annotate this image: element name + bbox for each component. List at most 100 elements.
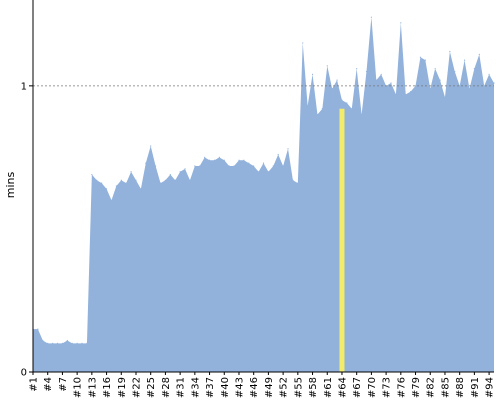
data-point-n86 — [449, 50, 451, 53]
data-point-n41 — [228, 165, 230, 167]
data-point-n53 — [287, 148, 289, 150]
data-point-n59 — [316, 113, 319, 116]
data-point-n40 — [223, 159, 225, 161]
x-tick-label: #94 — [485, 377, 496, 398]
data-point-n8 — [66, 339, 68, 342]
x-tick-label: #34 — [190, 377, 201, 398]
data-point-n78 — [410, 90, 412, 93]
data-point-n82 — [429, 88, 431, 90]
x-tick-label: #28 — [161, 377, 172, 398]
data-point-n33 — [189, 179, 191, 181]
data-point-n75 — [395, 93, 397, 96]
data-point-n49 — [267, 171, 269, 173]
x-tick-label: #16 — [102, 377, 113, 398]
data-point-n4 — [47, 342, 49, 344]
data-point-n60 — [321, 108, 323, 110]
data-point-n90 — [468, 88, 471, 90]
x-tick-label: #22 — [131, 377, 142, 398]
data-point-n77 — [405, 93, 407, 96]
y-tick-label: 0 — [21, 368, 27, 379]
data-point-n10 — [76, 342, 78, 344]
data-point-n34 — [194, 165, 196, 167]
x-tick-label: #76 — [396, 377, 407, 398]
data-point-n35 — [199, 165, 201, 167]
data-point-n65 — [346, 102, 348, 104]
data-point-n48 — [262, 162, 265, 164]
data-point-n42 — [233, 165, 235, 167]
y-axis-title: mins — [4, 171, 17, 198]
data-point-n47 — [258, 171, 260, 173]
x-tick-label: #40 — [220, 377, 231, 398]
data-point-n91 — [473, 68, 475, 70]
data-point-n68 — [360, 113, 363, 116]
highlight-bar — [339, 108, 345, 373]
data-point-n51 — [277, 153, 279, 156]
x-tick-label: #31 — [176, 377, 187, 398]
data-point-n30 — [174, 179, 176, 181]
data-point-n93 — [483, 85, 485, 87]
x-tick-label: #19 — [117, 377, 128, 398]
data-point-n22 — [135, 179, 137, 181]
x-tick-label: #58 — [308, 377, 319, 398]
data-point-n74 — [390, 82, 392, 84]
data-point-n79 — [414, 85, 417, 87]
data-point-n29 — [169, 173, 171, 176]
data-point-n63 — [336, 79, 338, 81]
data-point-n88 — [459, 85, 461, 87]
data-point-n19 — [120, 179, 122, 181]
data-point-n62 — [331, 88, 333, 90]
x-tick-label: #13 — [87, 377, 98, 398]
x-tick-label: #70 — [367, 377, 378, 398]
data-point-n54 — [292, 179, 294, 181]
x-tick-label: #55 — [293, 377, 304, 398]
data-point-n85 — [444, 96, 446, 98]
data-point-n61 — [326, 65, 328, 67]
data-point-n11 — [81, 342, 83, 344]
x-tick-label: #46 — [249, 377, 260, 398]
x-tick-label: #49 — [264, 377, 275, 398]
data-point-n95 — [493, 82, 495, 84]
data-point-n9 — [71, 342, 73, 344]
data-point-n45 — [248, 162, 250, 164]
x-tick-label: #64 — [337, 377, 348, 398]
x-tick-label: #37 — [205, 377, 216, 398]
data-point-n31 — [179, 171, 181, 173]
x-tick-label: #67 — [352, 377, 363, 398]
data-point-n37 — [208, 159, 211, 161]
data-point-n14 — [96, 179, 98, 181]
x-tick-label: #73 — [382, 377, 393, 398]
data-point-n5 — [52, 342, 54, 344]
x-tick-label: #52 — [279, 377, 290, 398]
data-point-n66 — [351, 108, 353, 110]
data-point-n43 — [238, 159, 240, 161]
data-point-n2 — [37, 328, 39, 330]
x-tick-label: #1 — [29, 377, 40, 392]
data-point-n39 — [218, 156, 220, 158]
data-point-n72 — [380, 73, 382, 75]
data-point-n70 — [370, 16, 372, 18]
data-point-n27 — [159, 182, 162, 184]
data-point-n13 — [91, 173, 93, 176]
data-point-n58 — [311, 73, 314, 75]
data-point-n6 — [56, 342, 59, 344]
data-point-n84 — [439, 79, 441, 81]
data-point-n24 — [145, 162, 147, 164]
axes — [29, 0, 494, 375]
data-point-n71 — [375, 79, 377, 81]
data-point-n92 — [478, 53, 480, 55]
data-point-n28 — [164, 179, 167, 181]
data-point-n52 — [282, 165, 284, 167]
x-tick-label: #82 — [426, 377, 437, 398]
data-point-n64 — [341, 99, 343, 101]
data-point-n23 — [140, 188, 142, 190]
x-tick-label: #91 — [470, 377, 481, 398]
x-tick-label: #43 — [234, 377, 245, 398]
x-tick-label: #25 — [146, 377, 157, 398]
data-point-n87 — [454, 70, 456, 73]
data-point-n36 — [204, 156, 206, 158]
data-point-n12 — [86, 342, 88, 344]
x-tick-label: #88 — [455, 377, 466, 398]
data-point-n76 — [400, 22, 402, 24]
x-tick-label: #79 — [411, 377, 422, 398]
